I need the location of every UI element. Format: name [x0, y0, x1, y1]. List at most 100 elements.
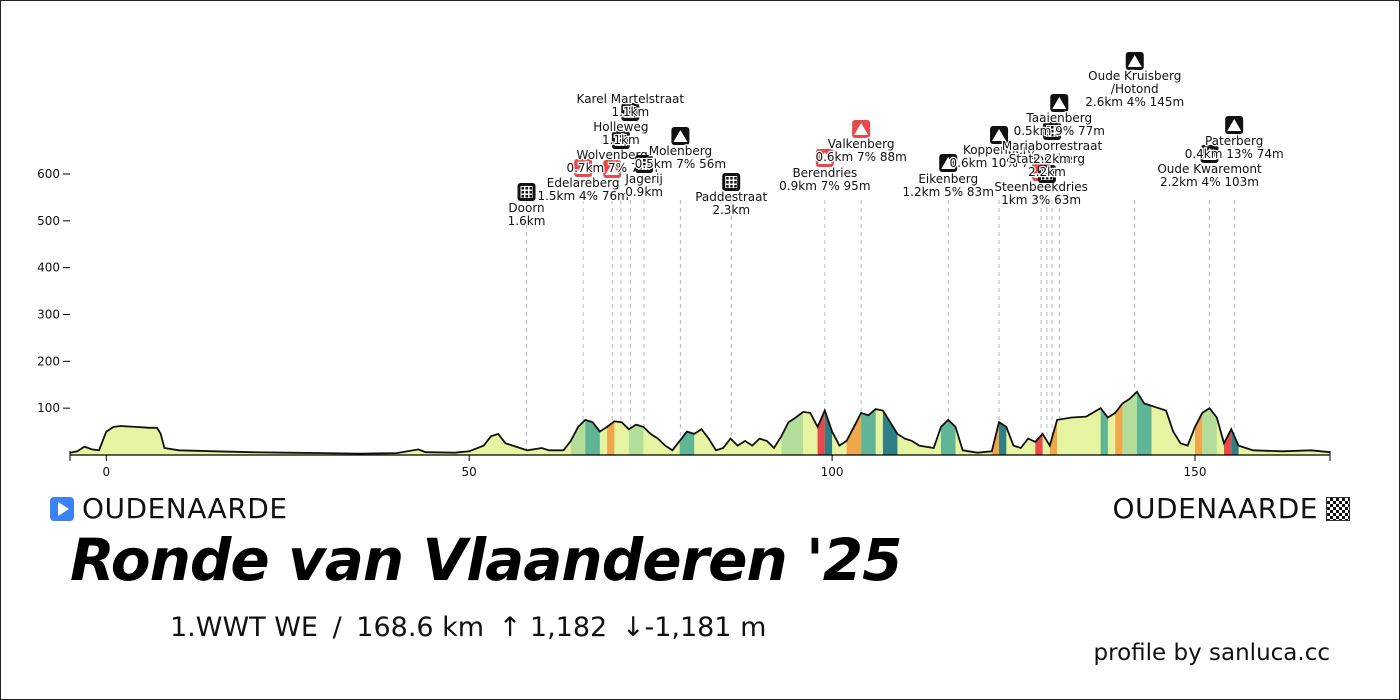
- marker-name: Mariaborrestraat: [1002, 139, 1103, 153]
- cobble-stone: [1051, 130, 1054, 133]
- credit-text: profile by sanluca.cc: [1093, 640, 1330, 666]
- cobble-stone: [1051, 134, 1054, 137]
- y-tick-label: 300: [37, 308, 60, 322]
- cobble-stone: [726, 177, 729, 180]
- marker-info: 0.9km: [625, 185, 663, 199]
- cobble-stone: [615, 143, 619, 146]
- cobble-stone: [647, 167, 650, 170]
- cobble-stone: [1045, 173, 1049, 176]
- cobble-stone: [1049, 177, 1053, 180]
- cobble-stone: [643, 163, 646, 166]
- start-location-label: OUDENAARDE: [82, 492, 288, 525]
- cobble-stone: [623, 143, 627, 146]
- cobble-stone: [1049, 173, 1053, 176]
- finish-location-label: OUDENAARDE: [1112, 492, 1318, 525]
- gradient-band: [882, 391, 898, 455]
- cobble-stone: [633, 111, 636, 114]
- cobble-stone: [625, 107, 628, 110]
- marker-info: 1.5km 4% 76m: [537, 189, 628, 203]
- cobble-stone: [1051, 126, 1054, 129]
- marker-name: Oude Kruisberg: [1088, 69, 1181, 83]
- cobble-stone: [730, 185, 733, 188]
- mountain-icon: [1227, 119, 1242, 131]
- marker-name: Doorn: [508, 201, 544, 215]
- cobble-stone: [525, 187, 529, 190]
- y-tick-label: 200: [37, 354, 60, 368]
- mountain-icon: [1127, 55, 1142, 67]
- marker-info: 2.2km: [1033, 152, 1071, 166]
- race-descent: ↓-1,181 m: [621, 612, 767, 643]
- cobble-stone: [529, 195, 533, 198]
- marker-info: 2.3km: [712, 203, 750, 217]
- x-tick-label: 150: [1184, 465, 1207, 479]
- cobble-stone: [619, 143, 623, 146]
- cobble-stone: [619, 135, 623, 138]
- stats-separator: /: [332, 612, 342, 643]
- gradient-band: [679, 391, 695, 455]
- mountain-icon: [817, 152, 832, 164]
- gradient-band: [1195, 391, 1203, 455]
- cobble-stone: [726, 185, 729, 188]
- cobble-stone: [615, 135, 619, 138]
- gradient-band: [1100, 391, 1108, 455]
- cobble-stone: [1055, 126, 1058, 129]
- cobble-stone: [1045, 177, 1049, 180]
- cobble-stone: [529, 191, 533, 194]
- cobble-stone: [1045, 169, 1049, 172]
- cobble-stone: [730, 181, 733, 184]
- race-ascent: ↑ 1,182: [498, 612, 608, 643]
- marker-info: 0.6km 7% 88m: [815, 150, 906, 164]
- gradient-band: [483, 391, 506, 455]
- cobble-stone: [521, 187, 525, 190]
- cobble-stone: [521, 191, 525, 194]
- mountain-icon: [941, 157, 956, 169]
- marker-info: 2.2km: [1028, 165, 1066, 179]
- cobble-stone: [633, 107, 636, 110]
- marker-info: 1km 3% 63m: [1001, 193, 1081, 207]
- marker-name: Eikenberg: [918, 172, 978, 186]
- marker-name: Berendries: [792, 166, 857, 180]
- cobble-stone: [625, 115, 628, 118]
- x-tick-label: 50: [462, 465, 477, 479]
- marker-name: Valkenberg: [828, 137, 895, 151]
- marker-name: Oude Kwaremont: [1157, 162, 1262, 176]
- marker-info: 0.5km 9% 77m: [1014, 124, 1105, 138]
- marker-name: Edelareberg: [547, 176, 620, 190]
- mountain-icon: [1052, 97, 1067, 109]
- marker-info: 1.1km: [602, 133, 640, 147]
- marker-info: 0.6km 10% 77m: [950, 156, 1049, 170]
- gradient-band: [861, 391, 876, 455]
- cobble-stone: [1041, 177, 1045, 180]
- marker-info: 1.2km 5% 83m: [903, 185, 994, 199]
- y-tick-label: 500: [37, 214, 60, 228]
- cobble-stone: [643, 159, 646, 162]
- mountain-icon: [576, 162, 591, 174]
- x-tick-label: 100: [821, 465, 844, 479]
- cobble-stone: [625, 111, 628, 114]
- marker-info: 0.4km 13% 74m: [1185, 147, 1284, 161]
- cobble-stone: [529, 187, 533, 190]
- y-tick-label: 100: [37, 401, 60, 415]
- mountain-icon: [992, 129, 1007, 141]
- gradient-band: [817, 391, 825, 455]
- marker-info: 2.6km 4% 145m: [1085, 95, 1184, 109]
- marker-info: 0.9km 7% 95m: [779, 179, 870, 193]
- gradient-band: [1122, 391, 1137, 455]
- cobble-stone: [647, 163, 650, 166]
- gradient-band: [1115, 391, 1123, 455]
- cobble-stone: [639, 167, 642, 170]
- cobble-stone: [1047, 134, 1050, 137]
- x-tick-label: 0: [102, 465, 110, 479]
- finish-location: OUDENAARDE: [1112, 492, 1350, 525]
- play-icon: [50, 496, 74, 521]
- y-tick-label: 600: [37, 167, 60, 181]
- marker-name: Molenberg: [649, 144, 712, 158]
- marker-name: Koppenberg: [963, 143, 1035, 157]
- marker-name: Taaienberg: [1025, 111, 1092, 125]
- cobble-stone: [633, 115, 636, 118]
- cobble-stone: [730, 177, 733, 180]
